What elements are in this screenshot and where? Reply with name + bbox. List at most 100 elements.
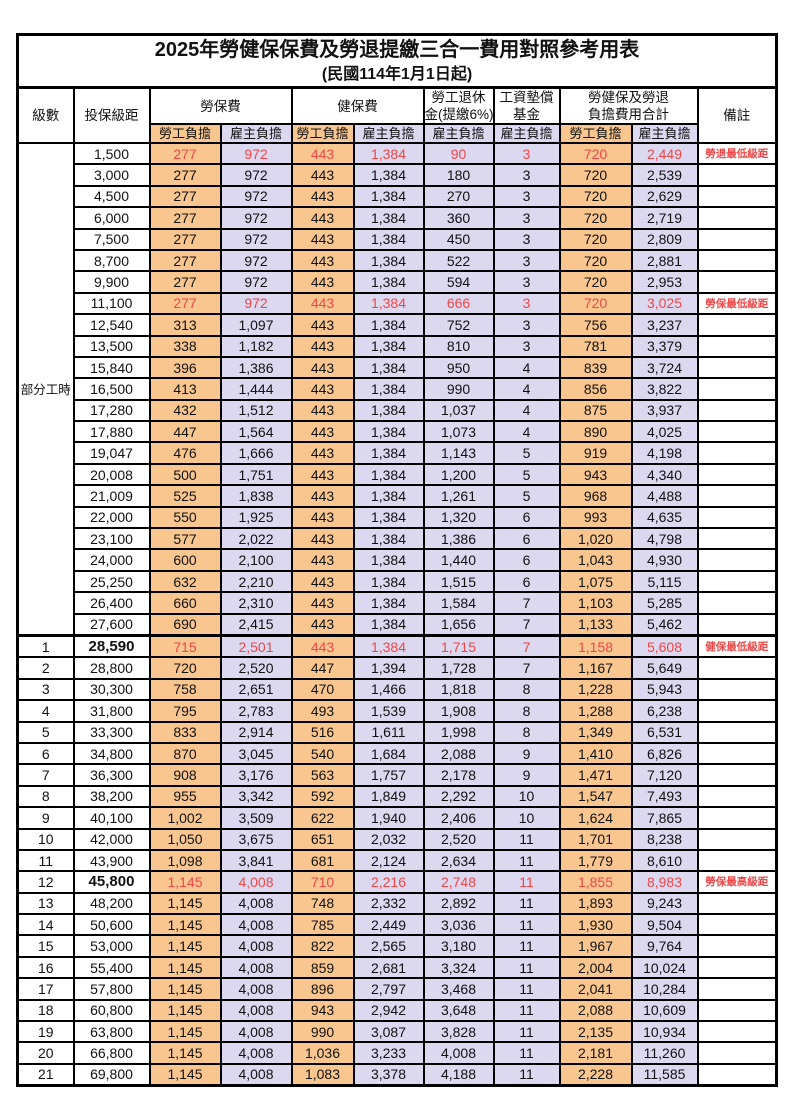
note-cell bbox=[696, 377, 778, 401]
value-cell: 720 bbox=[558, 291, 633, 316]
value-cell: 919 bbox=[558, 441, 633, 465]
value-cell: 1,384 bbox=[352, 291, 425, 316]
table-row: 17,280 432 1,512 443 1,384 1,037 4 875 3,937 bbox=[18, 398, 778, 423]
value-cell: 4,008 bbox=[219, 1062, 293, 1087]
table-row: 9,900 277 972 443 1,384 594 3 720 2,953 bbox=[18, 270, 778, 294]
value-cell: 1,967 bbox=[558, 934, 633, 958]
level-cell: 2 bbox=[16, 656, 75, 680]
table-row: 6 34,800 870 3,045 540 1,684 2,088 9 1,410 6,826 bbox=[16, 741, 778, 766]
bracket-cell: 53,000 bbox=[72, 934, 151, 958]
value-cell: 2,332 bbox=[352, 891, 425, 916]
value-cell: 1,444 bbox=[219, 377, 293, 401]
value-cell: 1,930 bbox=[558, 913, 633, 937]
note-cell bbox=[696, 612, 778, 637]
value-cell: 8,238 bbox=[630, 827, 699, 851]
value-cell: 2,135 bbox=[558, 1019, 633, 1044]
value-cell: 7,120 bbox=[630, 763, 699, 787]
bracket-cell: 15,840 bbox=[72, 355, 151, 380]
value-cell: 8 bbox=[492, 720, 561, 744]
value-cell: 1,288 bbox=[558, 699, 633, 723]
note-cell: 勞退最低級距 bbox=[696, 141, 778, 166]
value-cell: 277 bbox=[148, 270, 222, 294]
value-cell: 1,384 bbox=[352, 355, 425, 380]
bracket-cell: 27,600 bbox=[72, 612, 151, 637]
note-cell bbox=[696, 998, 778, 1023]
value-cell: 5,943 bbox=[630, 677, 699, 702]
value-cell: 972 bbox=[219, 184, 293, 209]
value-cell: 3,176 bbox=[219, 763, 293, 787]
value-cell: 443 bbox=[290, 377, 355, 401]
wage-fund-header-line2: 基金 bbox=[513, 107, 540, 122]
value-cell: 1,083 bbox=[290, 1062, 355, 1087]
value-cell: 1,200 bbox=[422, 462, 495, 487]
bracket-cell: 21,009 bbox=[72, 484, 151, 508]
note-cell bbox=[696, 398, 778, 423]
value-cell: 2,292 bbox=[422, 784, 495, 809]
value-cell: 9,243 bbox=[630, 891, 699, 916]
value-cell: 2,124 bbox=[352, 848, 425, 873]
value-cell: 9,504 bbox=[630, 913, 699, 937]
note-cell bbox=[696, 462, 778, 487]
level-cell: 15 bbox=[16, 934, 75, 958]
value-cell: 3,841 bbox=[219, 848, 293, 873]
note-cell bbox=[696, 484, 778, 508]
table-row: 8 38,200 955 3,342 592 1,849 2,292 10 1,547 7,493 bbox=[16, 784, 778, 809]
note-cell bbox=[696, 548, 778, 572]
bracket-cell: 3,000 bbox=[72, 163, 151, 187]
page-subtitle: (民國114年1月1日起) bbox=[321, 66, 473, 83]
value-cell: 2,797 bbox=[352, 977, 425, 1001]
value-cell: 2,565 bbox=[352, 934, 425, 958]
value-cell: 1,384 bbox=[352, 377, 425, 401]
bracket-cell: 1,500 bbox=[72, 141, 151, 166]
table-row: 19 63,800 1,145 4,008 990 3,087 3,828 11 2,135 10… bbox=[16, 1019, 778, 1044]
value-cell: 11 bbox=[492, 1019, 561, 1044]
table-row: 23,100 577 2,022 443 1,384 1,386 6 1,020 4,798 bbox=[18, 527, 778, 551]
value-cell: 1,849 bbox=[352, 784, 425, 809]
note-cell bbox=[696, 1041, 778, 1065]
col-header-level: 級數 bbox=[16, 86, 75, 144]
value-cell: 1,624 bbox=[558, 806, 633, 830]
value-cell: 3,675 bbox=[219, 827, 293, 851]
note-cell bbox=[696, 720, 778, 744]
value-cell: 1,384 bbox=[352, 334, 425, 358]
table-row: 18 60,800 1,145 4,008 943 2,942 3,648 11 2,088 10… bbox=[16, 998, 778, 1023]
note-cell bbox=[696, 206, 778, 230]
header-sub-row: 勞工負擔 雇主負擔 勞工負擔 雇主負擔 雇主負擔 雇主負擔 勞工負擔 雇主負擔 bbox=[18, 123, 777, 144]
value-cell: 660 bbox=[148, 591, 222, 615]
value-cell: 3,180 bbox=[422, 934, 495, 958]
value-cell: 972 bbox=[219, 270, 293, 294]
value-cell: 1,466 bbox=[352, 677, 425, 702]
bracket-cell: 13,500 bbox=[72, 334, 151, 358]
level-cell: 6 bbox=[16, 741, 75, 766]
col-header-bracket: 投保級距 bbox=[72, 86, 151, 144]
value-cell: 1,384 bbox=[352, 441, 425, 465]
value-cell: 443 bbox=[290, 184, 355, 209]
table-row: 11 43,900 1,098 3,841 681 2,124 2,634 11 1,779 8,… bbox=[16, 848, 778, 873]
note-cell bbox=[696, 677, 778, 702]
pension-header-line1: 勞工退休 bbox=[431, 90, 486, 105]
level-cell: 8 bbox=[16, 784, 75, 809]
value-cell: 2,022 bbox=[219, 527, 293, 551]
value-cell: 3,324 bbox=[422, 955, 495, 980]
value-cell: 443 bbox=[290, 355, 355, 380]
value-cell: 594 bbox=[422, 270, 495, 294]
value-cell: 7 bbox=[492, 656, 561, 680]
note-cell bbox=[696, 248, 778, 273]
value-cell: 1,584 bbox=[422, 591, 495, 615]
value-cell: 3 bbox=[492, 270, 561, 294]
note-cell bbox=[696, 848, 778, 873]
header-group-row: 級數 投保級距 勞保費 健保費 勞工退休 金(提繳6%) 工資墊償 基金 勞健保… bbox=[16, 86, 778, 144]
value-cell: 9 bbox=[492, 741, 561, 766]
value-cell: 1,145 bbox=[148, 1019, 222, 1044]
note-cell bbox=[696, 699, 778, 723]
value-cell: 5,285 bbox=[630, 591, 699, 615]
value-cell: 2,539 bbox=[630, 163, 699, 187]
value-cell: 2,520 bbox=[422, 827, 495, 851]
value-cell: 1,908 bbox=[422, 699, 495, 723]
value-cell: 180 bbox=[422, 163, 495, 187]
value-cell: 6,531 bbox=[630, 720, 699, 744]
value-cell: 450 bbox=[422, 227, 495, 251]
table-row: 15,840 396 1,386 443 1,384 950 4 839 3,724 bbox=[18, 355, 778, 380]
note-cell bbox=[696, 934, 778, 958]
value-cell: 4,008 bbox=[219, 977, 293, 1001]
